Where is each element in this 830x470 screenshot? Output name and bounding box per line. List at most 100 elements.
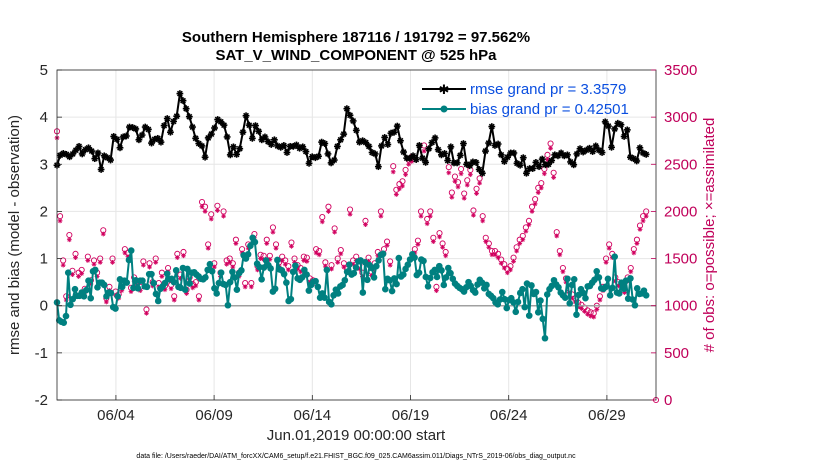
rmse-point xyxy=(519,154,527,162)
bias-point xyxy=(393,280,400,288)
rmse-point xyxy=(230,143,237,151)
bias-point xyxy=(561,294,569,302)
data-file-footer: data file: /Users/raeder/DAI/ATM_forcXX/… xyxy=(136,453,576,460)
bias-point xyxy=(400,271,407,278)
obs-cross-stroke xyxy=(391,169,396,174)
rmse-point xyxy=(242,112,250,120)
rmse-point xyxy=(239,128,247,136)
rmse-marker-stroke xyxy=(252,122,259,129)
rmse-point xyxy=(482,147,489,155)
bias-point xyxy=(334,290,342,297)
rmse-point xyxy=(371,150,379,158)
rmse-marker-stroke xyxy=(142,124,149,130)
bias-point xyxy=(350,269,358,277)
rmse-marker-stroke xyxy=(284,149,290,156)
rmse-marker-stroke xyxy=(564,151,571,158)
rmse-point xyxy=(340,130,348,138)
plot-background xyxy=(57,70,656,400)
obs-cross-stroke xyxy=(203,209,208,214)
obs-cross-stroke xyxy=(326,209,331,214)
bias-point xyxy=(404,261,412,269)
bias-point xyxy=(87,294,95,302)
rmse-marker-stroke xyxy=(101,152,108,159)
y-tick-label: 0 xyxy=(40,298,48,315)
obs-cross-stroke xyxy=(397,186,402,191)
rmse-marker-stroke xyxy=(640,150,646,156)
obs-assimilated-point xyxy=(446,170,452,176)
rmse-marker-stroke xyxy=(91,155,98,162)
rmse-marker-stroke xyxy=(529,165,536,172)
obs-cross-stroke xyxy=(638,227,643,232)
rmse-point xyxy=(570,161,578,169)
grid xyxy=(57,69,656,401)
obs-assimilated-point xyxy=(640,218,646,224)
bias-point xyxy=(82,286,90,294)
rmse-point xyxy=(604,122,612,130)
rmse-marker-stroke xyxy=(558,150,565,156)
rmse-point xyxy=(589,148,597,155)
rmse-marker-stroke xyxy=(183,105,190,112)
obs-cross-stroke xyxy=(221,214,226,219)
obs-assimilated-point xyxy=(458,171,464,177)
obs-assimilated-point xyxy=(390,169,396,175)
rmse-marker-stroke xyxy=(479,170,486,177)
rmse-point xyxy=(160,122,168,130)
rmse-marker-stroke xyxy=(460,140,467,147)
y-tick-label: 1 xyxy=(40,251,48,268)
rmse-point xyxy=(381,134,389,141)
obs-assimilated-point xyxy=(79,271,85,277)
obs-cross-stroke xyxy=(486,245,491,250)
rmse-point xyxy=(422,159,430,166)
obs-assimilated-point xyxy=(326,209,331,214)
obs-cross-stroke xyxy=(456,184,461,189)
rmse-marker-stroke xyxy=(255,128,262,135)
legend-entry-rmse: ✱ rmse grand pr = 3.3579 xyxy=(422,81,626,98)
rmse-marker-stroke xyxy=(636,144,643,151)
obs-cross-stroke xyxy=(320,219,325,224)
rmse-marker-stroke xyxy=(202,154,209,161)
rmse-marker-stroke xyxy=(265,138,272,145)
obs-assimilated-point xyxy=(190,285,196,291)
bias-point xyxy=(247,242,254,250)
rmse-marker-stroke xyxy=(381,134,388,141)
obs-cross-stroke xyxy=(588,314,593,319)
rmse-marker-stroke xyxy=(435,146,442,153)
bias-point xyxy=(244,251,252,258)
obs-assimilated-point xyxy=(535,190,541,195)
rmse-marker-stroke xyxy=(624,126,631,133)
rmse-point xyxy=(204,134,212,142)
rmse-marker-stroke xyxy=(239,129,246,136)
rmse-point xyxy=(441,150,448,157)
bias-point xyxy=(139,277,146,285)
rmse-point xyxy=(176,90,184,97)
rmse-marker-stroke xyxy=(340,131,347,138)
bias-point xyxy=(532,288,540,296)
obs-assimilated-point xyxy=(541,171,547,177)
obs-assimilated-point xyxy=(199,204,205,210)
rmse-marker-stroke xyxy=(539,156,546,163)
obs-cross-stroke xyxy=(634,241,639,246)
obs-cross-stroke xyxy=(415,242,420,247)
obs-assimilated-point xyxy=(168,286,174,292)
rmse-point xyxy=(384,141,392,148)
obs-assimilated-point xyxy=(455,184,461,190)
obs-cross-stroke xyxy=(493,252,498,257)
rmse-marker-stroke xyxy=(347,112,353,119)
bias-point xyxy=(438,267,445,274)
rmse-marker-stroke xyxy=(243,112,249,119)
bias-point xyxy=(280,270,288,278)
obs-assimilated-point xyxy=(548,145,553,151)
rmse-point xyxy=(516,161,524,169)
rmse-marker-stroke xyxy=(517,162,524,169)
obs-cross-stroke xyxy=(604,260,609,265)
obs-cross-stroke xyxy=(58,218,63,223)
obs-cross-stroke xyxy=(181,253,186,258)
obs-assimilated-point xyxy=(637,226,643,232)
rmse-marker-stroke xyxy=(570,161,577,168)
rmse-marker-stroke xyxy=(602,118,609,125)
rmse-point xyxy=(434,146,442,154)
rmse-point xyxy=(453,159,461,167)
obs-assimilated-point xyxy=(264,241,270,246)
obs-assimilated-point xyxy=(221,213,226,219)
